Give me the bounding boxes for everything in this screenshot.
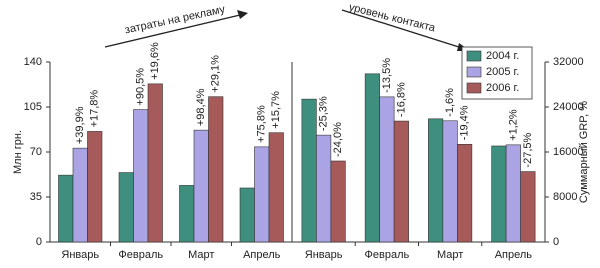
bar: [364, 73, 380, 243]
data-label: -1,6%: [444, 88, 456, 117]
data-label: -27,5%: [522, 133, 534, 168]
legend-label: 2005 г.: [486, 66, 519, 78]
data-label: +15,7%: [270, 91, 282, 129]
y-tick-label: 24000: [553, 101, 584, 113]
bar: [147, 83, 163, 243]
legend-label: 2006 г.: [486, 82, 519, 94]
bar: [72, 147, 88, 243]
bar: [254, 146, 270, 243]
x-tick-label: Февраль: [365, 249, 410, 261]
bar: [457, 143, 473, 243]
y-tick-label: 16000: [553, 146, 584, 158]
bar: [520, 171, 536, 243]
y-axis-label: Суммарный GRP, %: [578, 101, 590, 203]
bar: [442, 120, 458, 243]
bar: [87, 131, 103, 243]
data-label: +29,1%: [210, 55, 222, 93]
legend-swatch: [466, 82, 482, 94]
bar: [393, 120, 409, 243]
bar: [268, 132, 284, 243]
bar: [208, 96, 224, 243]
bar: [491, 145, 507, 243]
annotation: уровень контакта: [348, 1, 438, 34]
bar: [505, 144, 521, 243]
bar: [193, 129, 209, 243]
y-tick-label: 105: [24, 101, 42, 113]
y-tick-label: 35: [30, 191, 42, 203]
data-label: -25,3%: [318, 96, 330, 131]
legend-swatch: [466, 50, 482, 62]
data-label: +1,2%: [507, 109, 519, 141]
data-label: +75,8%: [256, 105, 268, 143]
arrow-head: [237, 10, 248, 19]
y-tick-label: 8000: [553, 191, 577, 203]
x-tick-label: Апрель: [495, 249, 533, 261]
data-label: +98,4%: [195, 88, 207, 126]
x-tick-label: Апрель: [243, 249, 281, 261]
bar: [379, 96, 395, 243]
arrow: [104, 14, 241, 48]
data-label: -24,0%: [332, 122, 344, 157]
data-label: -13,5%: [381, 58, 393, 93]
y-tick-label: 70: [30, 146, 42, 158]
y-tick-label: 140: [24, 56, 42, 68]
bar: [330, 160, 346, 243]
bar: [301, 98, 317, 243]
bar: [133, 109, 149, 243]
bar: [58, 174, 74, 243]
data-label: +19,6%: [149, 42, 161, 80]
legend-swatch: [466, 66, 482, 78]
arrow: [341, 9, 463, 49]
x-tick-label: Март: [437, 249, 463, 261]
data-label: +90,5%: [135, 68, 147, 106]
bar: [179, 185, 195, 243]
bar: [428, 118, 444, 243]
x-tick-label: Февраль: [118, 249, 163, 261]
x-tick-label: Январь: [61, 249, 99, 261]
y-tick-label: 0: [553, 236, 559, 248]
bar: [118, 172, 134, 243]
y-tick-label: 32000: [553, 56, 584, 68]
data-label: -16,8%: [395, 82, 407, 117]
y-axis-label: Млн грн.: [12, 130, 24, 174]
x-tick-label: Март: [188, 249, 214, 261]
bar: [316, 134, 332, 243]
bar: [239, 187, 255, 243]
annotation: затраты на рекламу: [124, 3, 227, 36]
data-label: +17,8%: [89, 90, 101, 128]
data-label: -19,4%: [459, 105, 471, 140]
data-label: +39,9%: [74, 106, 86, 144]
legend-label: 2004 г.: [486, 50, 519, 62]
x-tick-label: Январь: [305, 249, 343, 261]
y-tick-label: 0: [36, 236, 42, 248]
